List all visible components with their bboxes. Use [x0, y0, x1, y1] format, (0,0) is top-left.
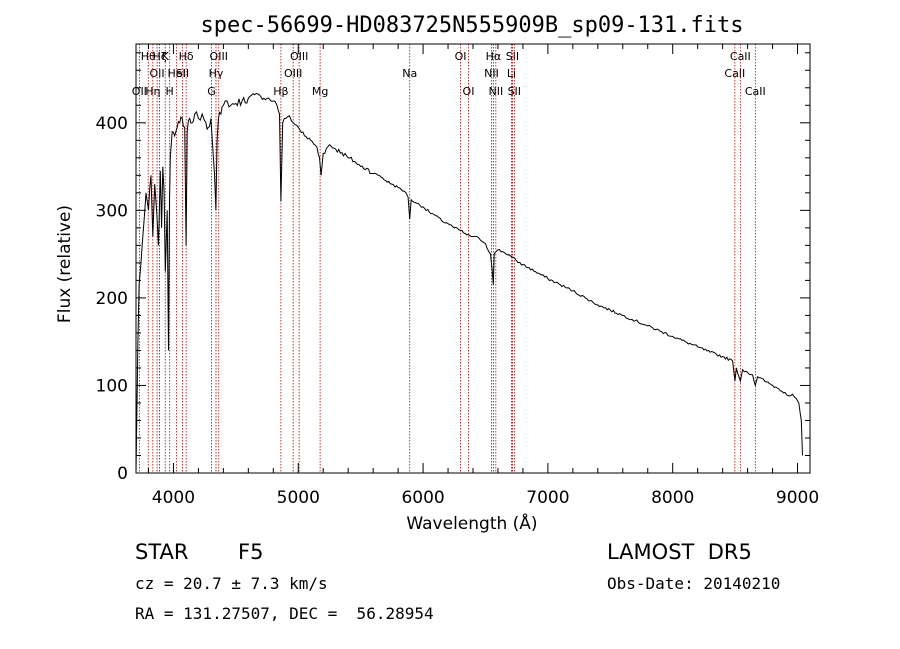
- spectral-line-label: OII: [150, 67, 165, 80]
- spectral-line-label: SII: [176, 67, 189, 80]
- spectral-line-label: SII: [508, 85, 521, 98]
- chart-title: spec-56699-HD083725N555909B_sp09-131.fit…: [200, 13, 743, 38]
- spectral-line-label: CaII: [745, 85, 766, 98]
- spectral-line-label: Li: [507, 67, 516, 80]
- spectral-line-label: SII: [506, 50, 519, 63]
- plot-frame: [135, 43, 811, 474]
- spectral-line-label: Hγ: [209, 67, 224, 80]
- spectral-line-label: Hβ: [273, 85, 288, 98]
- y-tick-label: 400: [96, 114, 128, 134]
- spectral-line-label: Hδ: [179, 50, 194, 63]
- spectral-line-label: K: [162, 50, 170, 63]
- survey-name: LAMOST DR5: [607, 540, 752, 564]
- axis-ticks: 4000 5000 6000 7000 8000 9000 0 100 200 300 400: [96, 44, 819, 508]
- spectral-line-label: OI: [463, 85, 475, 98]
- spectral-line-label: NII: [484, 67, 499, 80]
- spectral-line-label: OIII: [290, 50, 308, 63]
- spectral-line-label: OIII: [210, 50, 228, 63]
- x-tick-label: 4000: [152, 488, 195, 508]
- x-axis-label: Wavelength (Å): [406, 512, 537, 534]
- y-tick-label: 200: [96, 289, 128, 309]
- spectral-line-label: Hζ: [152, 50, 166, 63]
- coordinates: RA = 131.27507, DEC = 56.28954: [135, 604, 434, 623]
- x-tick-label: 8000: [651, 488, 694, 508]
- spectral-line-label: CaII: [724, 67, 745, 80]
- object-class: STAR: [135, 540, 189, 564]
- spectral-line-label: Hθ: [141, 50, 156, 63]
- obs-date: Obs-Date: 20140210: [607, 574, 781, 593]
- spectrum-line: [135, 92, 803, 474]
- spectral-line-label: OIII: [284, 67, 302, 80]
- spectral-line-label: HeI: [168, 67, 186, 80]
- spectral-line-label: NII: [488, 85, 503, 98]
- spectral-line-label: Na: [402, 67, 417, 80]
- x-tick-label: 7000: [526, 488, 569, 508]
- spectral-line-label: OI: [455, 50, 467, 63]
- spectral-line-label: G: [207, 85, 216, 98]
- object-subclass: F5: [238, 540, 264, 564]
- spectral-line-label: CaII: [730, 50, 751, 63]
- spectral-line-markers: OIIHθHηOIIHζKHHeISIIHδGHγOIIIHβOIIIOIIIM…: [132, 44, 766, 473]
- x-tick-label: 6000: [401, 488, 444, 508]
- y-axis-label: Flux (relative): [55, 205, 75, 323]
- spectral-line-label: Hα: [486, 50, 502, 63]
- spectral-line-label: Mg: [312, 85, 328, 98]
- redshift-cz: cz = 20.7 ± 7.3 km/s: [135, 574, 328, 593]
- spectral-line-label: H: [166, 85, 174, 98]
- spectral-line-label: Hη: [145, 85, 160, 98]
- y-tick-label: 100: [96, 376, 128, 396]
- y-tick-label: 300: [96, 201, 128, 221]
- x-tick-label: 9000: [776, 488, 819, 508]
- x-tick-label: 5000: [277, 488, 320, 508]
- y-tick-label: 0: [117, 464, 128, 484]
